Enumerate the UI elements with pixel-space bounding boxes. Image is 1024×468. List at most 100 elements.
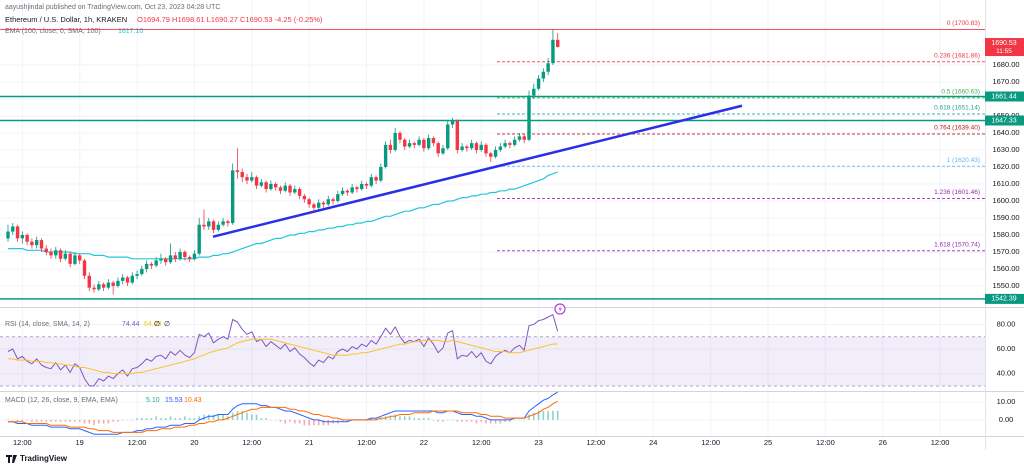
rsi-value: ∅ <box>164 321 170 328</box>
candle-body <box>58 250 63 259</box>
y-tick-label: 1650.00 <box>992 111 1019 120</box>
candle-body <box>522 136 526 140</box>
macd-histogram-bar <box>489 419 492 424</box>
macd-histogram-bar <box>313 419 315 426</box>
candle-body <box>455 121 460 150</box>
macd-histogram-bar <box>413 418 416 420</box>
ema-line <box>8 171 558 260</box>
candle-body <box>503 143 507 147</box>
macd-histogram-bar <box>279 419 282 422</box>
ohlc: O1694.79 H1698.61 L1690.27 C1690.53 -4.2… <box>137 15 323 24</box>
macd-histogram-bar <box>155 416 157 420</box>
fib-label: 0 (1700.83) <box>947 20 980 27</box>
price-tag-label: 1542.39 <box>991 296 1016 303</box>
macd-histogram-bar <box>188 418 191 420</box>
logo <box>6 455 17 463</box>
macd-histogram-bar <box>389 416 392 420</box>
macd-histogram-bar <box>236 410 239 420</box>
x-tick-label: 12:00 <box>472 438 491 447</box>
x-tick-label: 25 <box>764 438 772 447</box>
candle-body <box>259 182 264 186</box>
candle-body <box>336 194 340 201</box>
x-tick-label: 12:00 <box>357 438 376 447</box>
candle-body <box>417 139 421 145</box>
y-tick-label: 1560.00 <box>992 264 1019 273</box>
chart-title: Ethereum / U.S. Dollar, 1h, KRAKEN <box>5 15 127 24</box>
macd-histogram-bar <box>260 418 263 420</box>
rsi-label: RSI (14, close, SMA, 14, 2) <box>5 321 90 328</box>
macd-histogram-bar <box>107 419 110 424</box>
candle-body <box>331 199 335 201</box>
macd-histogram-bar <box>131 419 134 421</box>
macd-histogram-bar <box>217 414 220 420</box>
macd-histogram-bar <box>341 419 344 422</box>
macd-histogram-bar <box>518 419 521 421</box>
candle-body <box>216 224 221 230</box>
macd-histogram-bar <box>528 414 530 420</box>
countdown: 11:55 <box>996 48 1012 55</box>
macd-histogram-bar <box>403 416 406 420</box>
attribution: aayushjindal published on TradingView.co… <box>5 4 220 11</box>
candle-body <box>226 221 230 224</box>
macd-histogram-bar <box>446 419 449 421</box>
candle-body <box>489 153 493 157</box>
macd-value: 5.10 <box>146 397 160 404</box>
candle-body <box>388 144 393 150</box>
macd-histogram-bar <box>547 410 549 420</box>
candle-body <box>202 224 206 227</box>
candle-body <box>68 253 72 264</box>
fib-label: 1 (1620.43) <box>947 157 980 164</box>
macd-histogram-bar <box>270 419 272 421</box>
fib-label: 1.618 (1570.74) <box>934 241 980 248</box>
candle-body <box>106 282 111 288</box>
macd-histogram-bar <box>16 419 19 422</box>
candle-body <box>360 183 364 190</box>
macd-histogram-bar <box>112 419 114 422</box>
macd-histogram-bar <box>346 419 349 422</box>
candle-body <box>11 226 15 232</box>
candle-body <box>207 221 211 227</box>
candle-body <box>144 263 149 269</box>
candle-body <box>288 185 292 193</box>
macd-histogram-bar <box>59 419 62 422</box>
macd-histogram-bar <box>21 419 24 422</box>
macd-histogram-bar <box>485 419 487 424</box>
x-tick-label: 12:00 <box>931 438 950 447</box>
candle-body <box>250 177 254 181</box>
candle-body <box>498 146 503 150</box>
candle-body <box>321 202 326 205</box>
candle-body <box>340 190 345 195</box>
candle-body <box>130 275 134 283</box>
macd-histogram-bar <box>423 418 425 420</box>
candle-body <box>450 121 455 125</box>
x-tick-label: 12:00 <box>587 438 606 447</box>
candle-body <box>479 144 483 150</box>
macd-histogram-bar <box>150 418 153 420</box>
macd-histogram-bar <box>193 418 196 420</box>
macd-histogram-bar <box>78 419 81 422</box>
macd-histogram-bar <box>418 418 420 420</box>
fib-label: 1.236 (1601.46) <box>934 189 980 196</box>
candle-body <box>178 251 182 259</box>
macd-line <box>8 391 558 435</box>
macd-histogram-bar <box>136 418 138 420</box>
macd-histogram-bar <box>442 419 444 422</box>
candle-body <box>269 183 273 190</box>
candle-body <box>374 177 378 181</box>
candle-body <box>551 39 555 64</box>
macd-histogram-bar <box>31 419 33 422</box>
macd-histogram-bar <box>513 419 516 421</box>
candle-body <box>460 146 464 150</box>
macd-histogram-bar <box>83 419 86 424</box>
macd-histogram-bar <box>45 419 48 422</box>
macd-histogram-bar <box>552 410 554 420</box>
macd-histogram-bar <box>64 419 67 422</box>
candle-body <box>436 143 440 154</box>
macd-histogram-bar <box>427 418 430 420</box>
last-price-tag <box>985 38 1024 57</box>
macd-histogram-bar <box>375 418 377 420</box>
trend-line <box>212 104 743 238</box>
